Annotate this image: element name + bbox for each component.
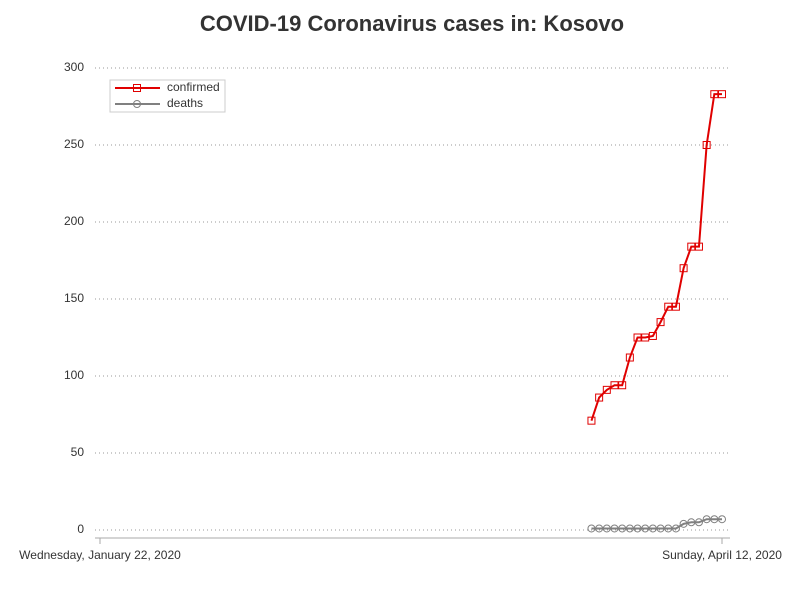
y-tick-label: 100 <box>64 368 84 382</box>
marker <box>656 318 665 327</box>
legend-marker <box>133 84 141 92</box>
marker <box>679 264 688 273</box>
legend-box <box>109 79 226 113</box>
y-tick-label: 300 <box>64 60 84 74</box>
marker <box>664 524 673 533</box>
marker <box>641 524 650 533</box>
marker <box>687 242 696 251</box>
marker <box>641 333 650 342</box>
x-tick-label: Wednesday, January 22, 2020 <box>19 548 181 562</box>
marker <box>671 524 680 533</box>
legend: confirmed deaths <box>109 79 226 113</box>
marker <box>610 524 619 533</box>
marker <box>718 90 726 99</box>
marker <box>710 90 719 99</box>
marker <box>648 524 657 533</box>
marker <box>595 393 604 402</box>
marker <box>702 515 711 524</box>
marker <box>618 381 627 390</box>
marker <box>595 524 604 533</box>
marker <box>625 353 634 362</box>
marker <box>694 518 703 527</box>
marker <box>656 524 665 533</box>
marker <box>710 515 719 524</box>
y-tick-label: 50 <box>71 445 85 459</box>
marker <box>602 524 611 533</box>
marker <box>633 333 642 342</box>
legend-label: confirmed <box>167 80 220 94</box>
marker <box>602 385 611 394</box>
y-tick-label: 200 <box>64 214 84 228</box>
series-line <box>590 93 722 421</box>
marker <box>610 381 619 390</box>
marker <box>648 331 657 340</box>
marker <box>664 302 673 311</box>
legend-marker <box>133 100 141 108</box>
chart-title: COVID-19 Coronavirus cases in: Kosovo <box>200 11 624 36</box>
marker <box>687 518 696 527</box>
marker <box>679 519 688 528</box>
marker <box>618 524 627 533</box>
marker <box>625 524 634 533</box>
marker <box>671 302 680 311</box>
marker <box>587 416 596 425</box>
marker <box>702 141 711 149</box>
y-tick-label: 250 <box>64 137 84 151</box>
marker <box>694 242 703 251</box>
x-tick-label: Sunday, April 12, 2020 <box>662 548 782 562</box>
legend-label: deaths <box>167 96 203 110</box>
marker <box>718 515 726 524</box>
y-tick-label: 150 <box>64 291 84 305</box>
marker <box>587 524 596 533</box>
marker <box>633 524 642 533</box>
y-tick-label: 0 <box>77 522 84 536</box>
